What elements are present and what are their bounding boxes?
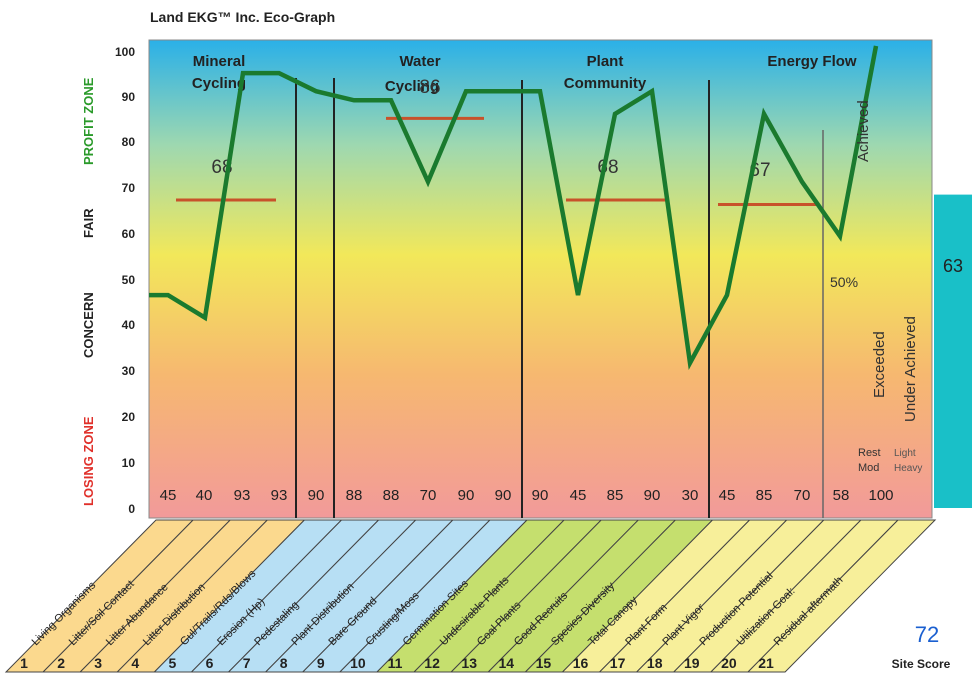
category-number: 19 bbox=[684, 655, 700, 671]
category-number: 21 bbox=[758, 655, 774, 671]
value-label: 90 bbox=[495, 487, 512, 504]
plot-background bbox=[149, 40, 932, 518]
category-number: 11 bbox=[388, 655, 403, 671]
section-title-mineral: Mineral bbox=[193, 53, 246, 70]
value-label: 45 bbox=[719, 487, 736, 504]
y-tick-label: 70 bbox=[122, 181, 136, 195]
under-achieved-label: Under Achieved bbox=[902, 316, 919, 422]
section-dividers bbox=[295, 78, 824, 518]
section-title-energy: Energy Flow bbox=[767, 53, 857, 70]
category-number: 8 bbox=[280, 655, 288, 671]
target-label-water: 86 bbox=[419, 77, 440, 98]
value-label: 85 bbox=[607, 487, 624, 504]
category-number: 15 bbox=[536, 655, 552, 671]
value-label: 90 bbox=[532, 487, 549, 504]
category-number: 7 bbox=[243, 655, 251, 671]
category-number: 6 bbox=[206, 655, 214, 671]
value-label: 88 bbox=[346, 487, 363, 504]
section-title-water: Water bbox=[399, 53, 440, 70]
rest-label: Rest bbox=[858, 447, 881, 459]
site-score-value: 72 bbox=[915, 622, 939, 647]
category-number: 2 bbox=[57, 655, 65, 671]
heavy-label: Heavy bbox=[894, 463, 922, 474]
value-label: 90 bbox=[458, 487, 475, 504]
pct-50-label: 50% bbox=[830, 274, 858, 290]
value-label: 93 bbox=[271, 487, 288, 504]
zone-label-fair: FAIR bbox=[81, 208, 96, 238]
light-label: Light bbox=[894, 448, 916, 459]
y-tick-label: 0 bbox=[128, 502, 135, 516]
section-title-water: Cycling bbox=[385, 78, 439, 95]
category-number: 3 bbox=[94, 655, 102, 671]
category-cell bbox=[746, 519, 937, 673]
mod-label: Mod bbox=[858, 462, 879, 474]
y-tick-label: 10 bbox=[122, 456, 136, 470]
chart-title: Land EKG™ Inc. Eco-Graph bbox=[150, 9, 335, 25]
y-tick-label: 40 bbox=[122, 318, 136, 332]
category-number: 17 bbox=[610, 655, 626, 671]
section-title-mineral: Cycling bbox=[192, 75, 246, 92]
category-number: 16 bbox=[573, 655, 589, 671]
value-label: 30 bbox=[682, 487, 699, 504]
category-number: 20 bbox=[721, 655, 737, 671]
category-number: 4 bbox=[131, 655, 139, 671]
zone-label-losing: LOSING ZONE bbox=[81, 416, 96, 506]
zone-label-concern: CONCERN bbox=[81, 292, 96, 358]
y-tick-label: 20 bbox=[122, 410, 136, 424]
category-number: 13 bbox=[461, 655, 477, 671]
y-tick-label: 80 bbox=[122, 135, 136, 149]
value-label: 45 bbox=[160, 487, 177, 504]
category-number: 12 bbox=[424, 655, 440, 671]
plot-border bbox=[148, 39, 933, 519]
section-title-plant: Community bbox=[564, 75, 647, 92]
y-tick-label: 60 bbox=[122, 227, 136, 241]
value-label: 70 bbox=[794, 487, 811, 504]
site-score-label: Site Score bbox=[892, 657, 951, 671]
value-label: 90 bbox=[308, 487, 325, 504]
category-number: 9 bbox=[317, 655, 325, 671]
value-label: 85 bbox=[756, 487, 773, 504]
value-label: 45 bbox=[570, 487, 587, 504]
value-label: 58 bbox=[833, 487, 850, 504]
category-number: 18 bbox=[647, 655, 663, 671]
section-title-plant: Plant bbox=[587, 53, 624, 70]
exceeded-label: Exceeded bbox=[871, 331, 888, 398]
value-label: 70 bbox=[420, 487, 437, 504]
value-label: 100 bbox=[868, 487, 893, 504]
summary-bar bbox=[934, 194, 972, 509]
value-label: 90 bbox=[644, 487, 661, 504]
value-label: 93 bbox=[234, 487, 251, 504]
value-label: 40 bbox=[196, 487, 213, 504]
category-number: 5 bbox=[169, 655, 177, 671]
category-number: 14 bbox=[499, 655, 515, 671]
series-line bbox=[149, 45, 879, 371]
category-number: 10 bbox=[350, 655, 366, 671]
summary-value: 63 bbox=[943, 256, 963, 276]
category-number: 1 bbox=[20, 655, 28, 671]
zone-label-profit: PROFIT ZONE bbox=[81, 77, 96, 165]
achieved-label: Achieved bbox=[855, 100, 872, 162]
y-tick-label: 50 bbox=[122, 273, 136, 287]
y-tick-label: 30 bbox=[122, 364, 136, 378]
y-axis: 0 10 20 30 40 50 60 70 80 90 100 bbox=[115, 45, 135, 516]
value-labels: 45 40 93 93 90 88 88 70 90 90 90 45 85 9… bbox=[160, 487, 894, 504]
value-label: 88 bbox=[383, 487, 400, 504]
y-tick-label: 90 bbox=[122, 90, 136, 104]
y-tick-label: 100 bbox=[115, 45, 135, 59]
